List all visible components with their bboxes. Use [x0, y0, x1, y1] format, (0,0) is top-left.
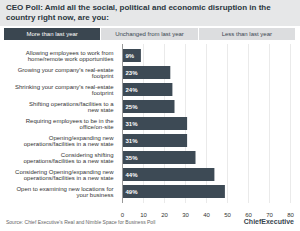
- svg-text:80: 80: [287, 212, 294, 217]
- html-text:ChiefExecutive: ChiefExecutive: [243, 218, 294, 225]
- svg-text:70: 70: [266, 212, 273, 217]
- svg-text:24%: 24%: [126, 87, 139, 93]
- svg-text:35%: 35%: [126, 155, 139, 161]
- svg-text:20: 20: [161, 212, 168, 217]
- html-text:CEO Poll: Amid all the social,: CEO Poll: Amid all the social, political…: [6, 3, 271, 22]
- svg-text:25%: 25%: [126, 104, 139, 110]
- svg-text:Growing your company's real-es: Growing your company's real-estatefootpr…: [18, 67, 115, 79]
- svg-text:9%: 9%: [126, 53, 135, 59]
- html-text:Source: Chief Executive's Real: Source: Chief Executive's Real and Nimbl…: [6, 219, 156, 225]
- svg-text:Considering Opening/expanding: Considering Opening/expanding newoperati…: [15, 169, 114, 181]
- svg-text:40: 40: [203, 212, 210, 217]
- svg-text:Opening/expanding newoperation: Opening/expanding newoperations/faciliti…: [24, 135, 114, 147]
- svg-text:Shrinking your company's real-: Shrinking your company's real-estatefoot…: [15, 84, 114, 96]
- html-text:Less than last year: Less than last year: [221, 31, 272, 37]
- svg-text:49%: 49%: [126, 189, 139, 195]
- html-text:Unchanged from last year: Unchanged from last year: [115, 31, 184, 37]
- svg-text:Allowing employees to work fro: Allowing employees to work fromhome/remo…: [26, 50, 114, 62]
- svg-text:31%: 31%: [126, 121, 139, 127]
- svg-text:23%: 23%: [126, 70, 139, 76]
- svg-text:30: 30: [182, 212, 189, 217]
- svg-text:44%: 44%: [126, 172, 139, 178]
- svg-text:Shifting operations/facilities: Shifting operations/facilities to anew s…: [29, 101, 114, 113]
- svg-text:31%: 31%: [126, 138, 139, 144]
- svg-text:50: 50: [224, 212, 231, 217]
- svg-text:Considering shiftingoperations: Considering shiftingoperations/facilitie…: [23, 152, 114, 164]
- svg-text:Open to examining new location: Open to examining new locations foryour …: [16, 186, 113, 198]
- svg-text:60: 60: [245, 212, 252, 217]
- svg-text:10: 10: [140, 212, 147, 217]
- svg-text:Requiring employees to be in t: Requiring employees to be in theoffice/o…: [26, 118, 114, 130]
- html-text:More than last year: More than last year: [26, 31, 78, 37]
- svg-text:0: 0: [121, 212, 125, 217]
